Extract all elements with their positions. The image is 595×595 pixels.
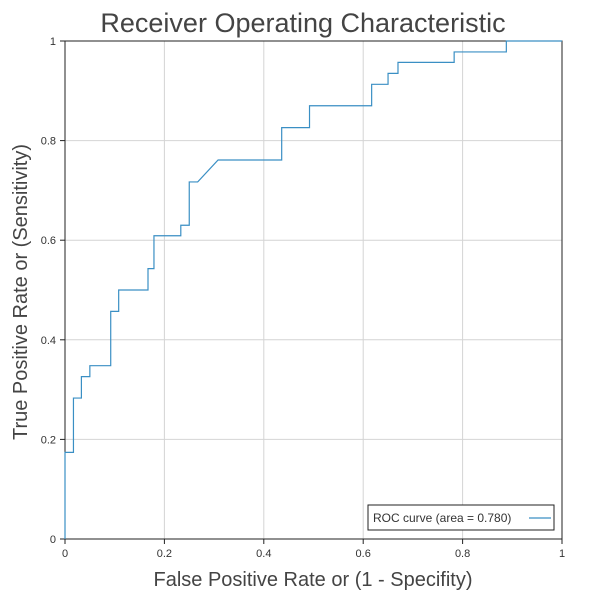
roc-curve-line (64, 40, 562, 539)
y-tick-label: 1 (50, 36, 56, 48)
legend: ROC curve (area = 0.780) (367, 504, 555, 531)
y-tick-label: 0.4 (41, 335, 56, 347)
y-axis-label: True Positive Rate or (Sensitivity) (10, 144, 32, 440)
plot-frame (64, 40, 563, 540)
grid-lines (64, 40, 563, 540)
x-tick-label: 0.6 (356, 548, 371, 560)
x-tick-label: 0.8 (455, 548, 470, 560)
y-tick-label: 0.8 (41, 136, 56, 148)
chart-title: Receiver Operating Characteristic (100, 8, 505, 38)
axis-ticks: 0 0.2 0.4 0.6 0.8 1 0 0.2 0.4 0.6 0.8 1 (41, 36, 565, 560)
x-tick-label: 0 (62, 548, 68, 560)
x-tick-label: 0.2 (157, 548, 172, 560)
y-tick-label: 0.2 (41, 434, 56, 446)
x-tick-label: 0.4 (256, 548, 271, 560)
y-tick-label: 0 (50, 534, 56, 546)
x-axis-label: False Positive Rate or (1 - Specifity) (154, 569, 473, 591)
legend-label: ROC curve (area = 0.780) (373, 511, 511, 525)
legend-box (367, 504, 555, 531)
y-tick-label: 0.6 (41, 235, 56, 247)
x-tick-label: 1 (559, 548, 565, 560)
